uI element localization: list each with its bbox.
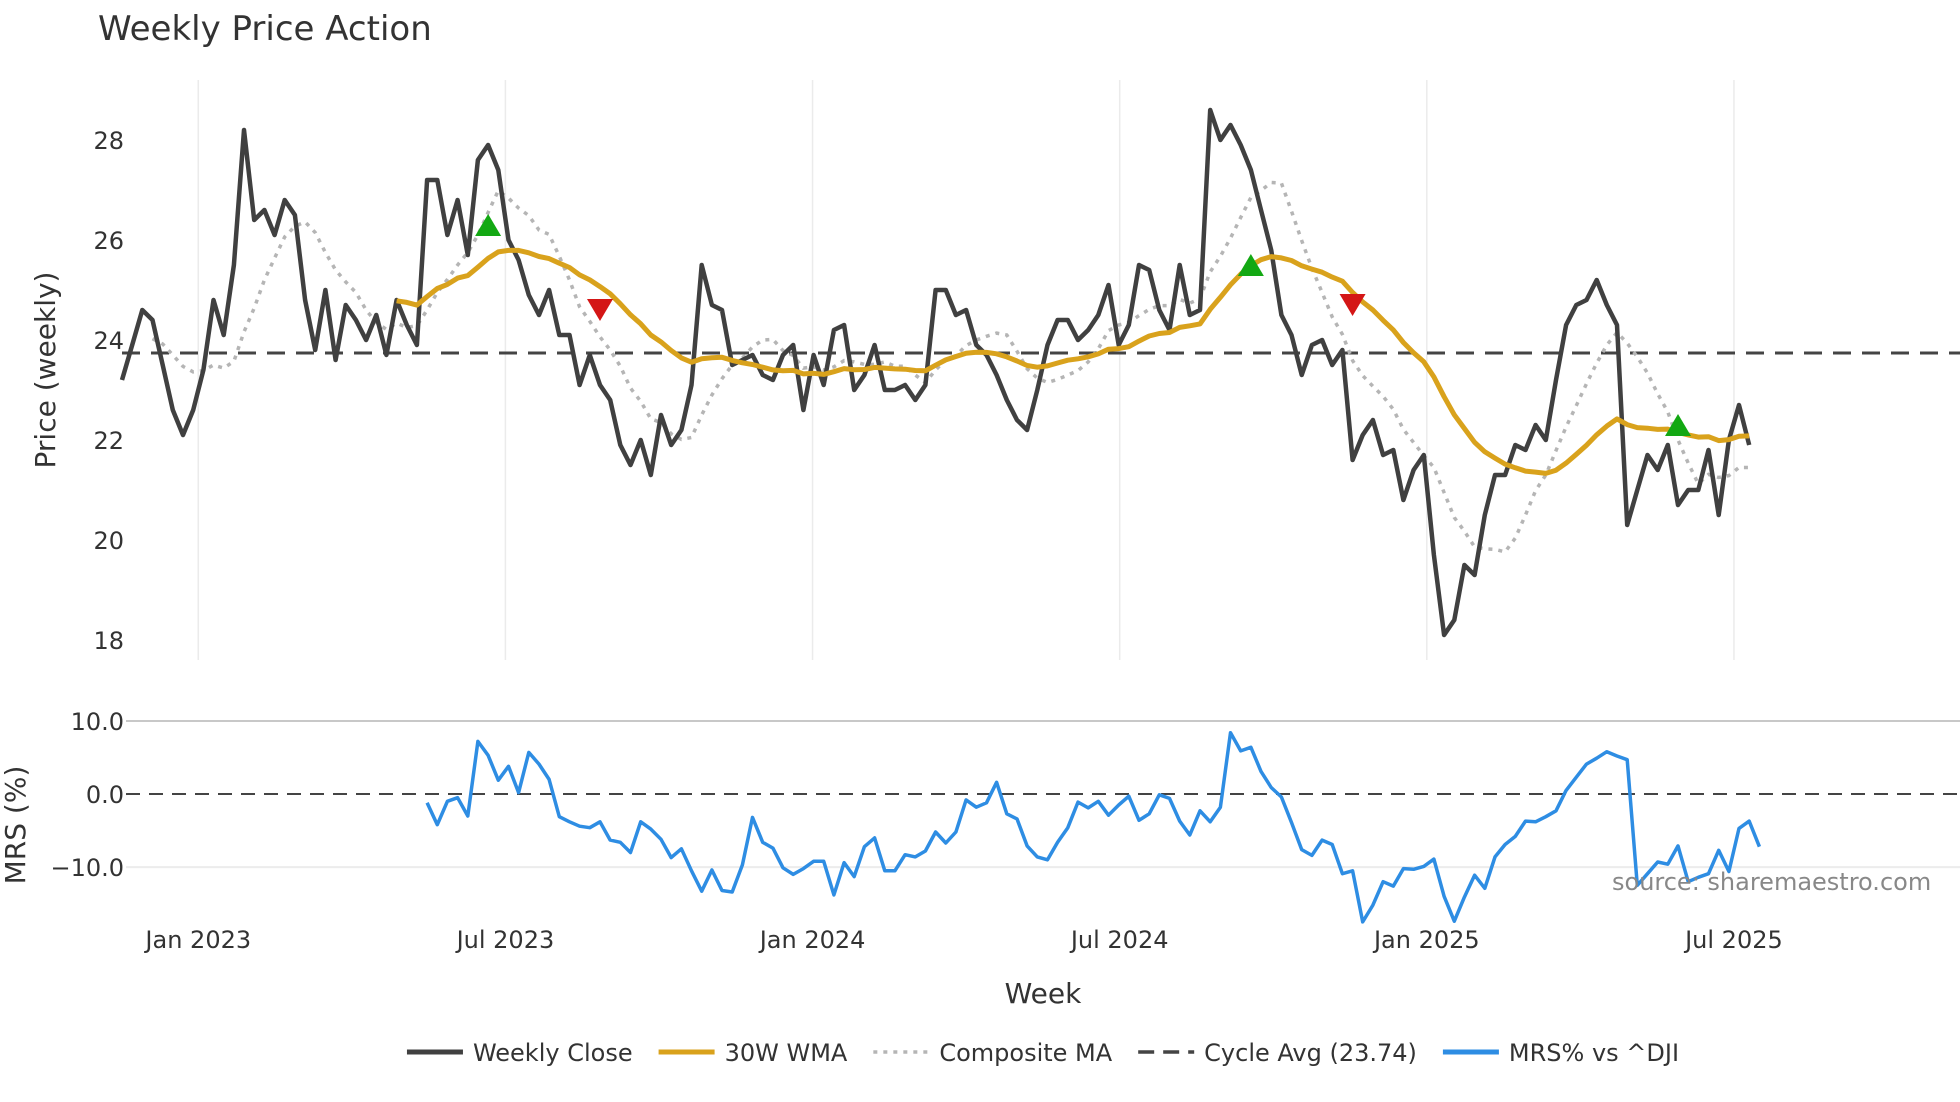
- price-y-tick: 28: [93, 127, 124, 155]
- buy-signal-marker: [1237, 254, 1264, 276]
- price-y-tick: 22: [93, 427, 124, 455]
- legend-label: 30W WMA: [725, 1039, 848, 1067]
- x-tick-label: Jan 2024: [758, 926, 866, 954]
- mrs-line: [425, 730, 1762, 924]
- signal-markers: [475, 214, 1692, 436]
- x-tick-label: Jul 2023: [455, 926, 555, 954]
- weekly-close-line: [119, 107, 1752, 638]
- x-axis-title: Week: [1005, 977, 1082, 1010]
- price-y-tick: 20: [93, 527, 124, 555]
- legend-label: Composite MA: [939, 1039, 1112, 1067]
- mrs-axis-title: MRS (%): [0, 766, 32, 885]
- x-tick-label: Jan 2023: [143, 926, 251, 954]
- mrs-y-tick: −10.0: [50, 854, 124, 882]
- source-note: source: sharemaestro.com: [1612, 868, 1931, 896]
- price-y-tick: 24: [93, 327, 124, 355]
- x-axis-ticks: Jan 2023 Jul 2023 Jan 2024 Jul 2024 Jan 2025…: [143, 926, 1782, 954]
- sell-signal-marker: [1339, 294, 1366, 316]
- price-y-ticks: 18 20 22 24 26 28: [93, 127, 124, 655]
- sell-signal-marker: [586, 299, 613, 321]
- mrs-y-tick: 0.0: [86, 781, 124, 809]
- buy-signal-marker: [475, 214, 502, 236]
- buy-signal-marker: [1665, 414, 1692, 436]
- legend-label: MRS% vs ^DJI: [1509, 1039, 1679, 1067]
- composite-ma-line: [151, 180, 1750, 554]
- vertical-grid: [197, 80, 1735, 660]
- x-tick-label: Jul 2024: [1069, 926, 1169, 954]
- legend-label: Weekly Close: [473, 1039, 633, 1067]
- legend-label: Cycle Avg (23.74): [1204, 1039, 1417, 1067]
- chart-title: Weekly Price Action: [98, 9, 432, 49]
- price-axis-title: Price (weekly): [29, 272, 62, 469]
- mrs-y-tick: 10.0: [71, 708, 124, 736]
- wma-30w-line: [396, 247, 1750, 476]
- legend: Weekly Close 30W WMA Composite MA Cycle Avg…: [406, 1039, 1679, 1067]
- x-tick-label: Jul 2025: [1683, 926, 1783, 954]
- price-y-tick: 18: [93, 627, 124, 655]
- price-y-tick: 26: [93, 227, 124, 255]
- x-tick-label: Jan 2025: [1372, 926, 1480, 954]
